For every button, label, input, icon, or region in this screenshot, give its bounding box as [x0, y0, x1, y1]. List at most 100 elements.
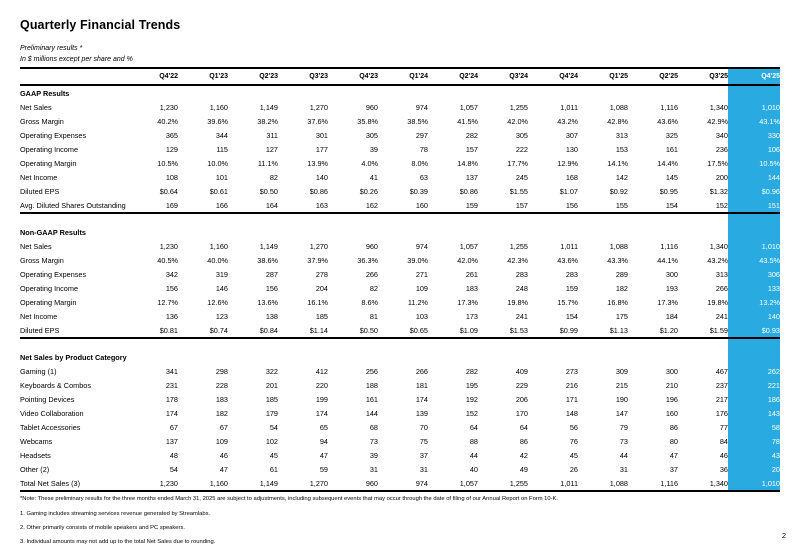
cell: 322 [265, 366, 278, 376]
cell: 47 [319, 450, 328, 460]
table-row: Net Income 108 101 82 140 41 63 137 245 168 142 145… [20, 170, 780, 184]
cell: 241 [515, 311, 528, 321]
cell: $1.59 [678, 323, 728, 339]
cell: 80 [669, 436, 678, 446]
cell: 19.8% [707, 297, 728, 307]
cell: 11.2% [407, 297, 428, 307]
cell: $1.14 [278, 323, 328, 339]
cell: $0.99 [528, 323, 578, 339]
cell-highlight: 13.2% [728, 295, 780, 309]
table-row: Webcams 137 109 102 94 73 75 88 86 76 73 80 84 78 [20, 434, 780, 448]
cell: 146 [215, 283, 228, 293]
cell-highlight: 143 [728, 406, 780, 420]
cell: 183 [215, 394, 228, 404]
cell: 1,270 [278, 476, 328, 492]
cell: 301 [315, 130, 328, 140]
cell-highlight: 1,010 [728, 100, 780, 114]
cell: 266 [415, 366, 428, 376]
cell-highlight: 186 [728, 392, 780, 406]
table-row: Net Sales 1,230 1,160 1,149 1,270 960 974 1,057… [20, 239, 780, 253]
cell: 166 [178, 198, 228, 214]
cell: 145 [665, 172, 678, 182]
cell: 300 [665, 366, 678, 376]
cell: 171 [565, 394, 578, 404]
cell: 152 [465, 408, 478, 418]
cell: 8.0% [411, 158, 428, 168]
cell: $0.65 [378, 323, 428, 339]
cell: 40 [469, 464, 478, 474]
cell: 4.0% [361, 158, 378, 168]
row-label: Operating Margin [20, 158, 77, 168]
cell: 41.5% [457, 116, 478, 126]
row-label: Operating Income [20, 283, 79, 293]
cell: 1,149 [259, 102, 278, 112]
cell: 170 [515, 408, 528, 418]
cell: 344 [215, 130, 228, 140]
cell: 101 [215, 172, 228, 182]
cell: $1.32 [709, 186, 728, 196]
cell: 140 [315, 172, 328, 182]
cell: 49 [519, 464, 528, 474]
cell-highlight [728, 85, 780, 100]
row-label: Net Income [20, 172, 58, 182]
cell: 974 [415, 102, 428, 112]
cell: 44 [469, 450, 478, 460]
cell: 282 [465, 366, 478, 376]
cell: 44.1% [657, 255, 678, 265]
cell-highlight: 306 [728, 267, 780, 281]
cell: 10.5% [157, 158, 178, 168]
cell: 41 [369, 172, 378, 182]
cell-highlight: 20 [728, 462, 780, 476]
cell: 216 [565, 380, 578, 390]
cell: $0.39 [409, 186, 428, 196]
cell: 157 [465, 144, 478, 154]
column-header-2: Q2'23 [228, 67, 278, 86]
cell-highlight: 1,010 [728, 476, 780, 492]
cell: 184 [665, 311, 678, 321]
cell: 115 [216, 144, 228, 154]
cell: 271 [415, 269, 428, 279]
cell: 228 [215, 380, 228, 390]
cell: $0.61 [209, 186, 228, 196]
cell: 48 [169, 450, 178, 460]
cell: 159 [428, 198, 478, 214]
subtitle-preliminary: Preliminary results * [20, 45, 83, 52]
column-header-spacer [20, 67, 128, 86]
cell: 266 [365, 269, 378, 279]
row-label: Gross Margin [20, 116, 64, 126]
cell: 163 [278, 198, 328, 214]
cell: 313 [715, 269, 728, 279]
cell-highlight: $0.93 [728, 323, 780, 339]
cell: 1,160 [178, 476, 228, 492]
cell: 467 [715, 366, 728, 376]
cell: $1.53 [478, 323, 528, 339]
cell: 127 [265, 144, 278, 154]
footnotes: 1. Gaming includes streaming services re… [20, 511, 780, 545]
cell: 76 [569, 436, 578, 446]
table-row: Gaming (1) 341 298 322 412 256 266 282 409 273 309… [20, 364, 780, 378]
cell-highlight: 10.5% [728, 156, 780, 170]
cell: 313 [615, 130, 628, 140]
table-row: Avg. Diluted Shares Outstanding 169 166 164… [20, 198, 780, 214]
page-title: Quarterly Financial Trends [20, 18, 181, 32]
row-label: Operating Expenses [20, 269, 87, 279]
cell: 305 [365, 130, 378, 140]
section-heading: Non-GAAP Results [20, 227, 86, 237]
cell: 14.1% [607, 158, 628, 168]
cell: 282 [465, 130, 478, 140]
cell: 31 [369, 464, 378, 474]
cell: $1.55 [509, 186, 528, 196]
cell-highlight: 330 [728, 128, 780, 142]
cell: 174 [315, 408, 328, 418]
cell-highlight: 58 [728, 420, 780, 434]
cell: $0.86 [309, 186, 328, 196]
cell: 136 [165, 311, 178, 321]
cell: 201 [265, 380, 278, 390]
cell: $0.84 [228, 323, 278, 339]
cell: 82 [369, 283, 378, 293]
cell: 45 [569, 450, 578, 460]
cell: 155 [578, 198, 628, 214]
table-row: Keyboards & Combos 231 228 201 220 188 181 195 2… [20, 378, 780, 392]
cell: 37.6% [307, 116, 328, 126]
cell: 35.8% [357, 116, 378, 126]
